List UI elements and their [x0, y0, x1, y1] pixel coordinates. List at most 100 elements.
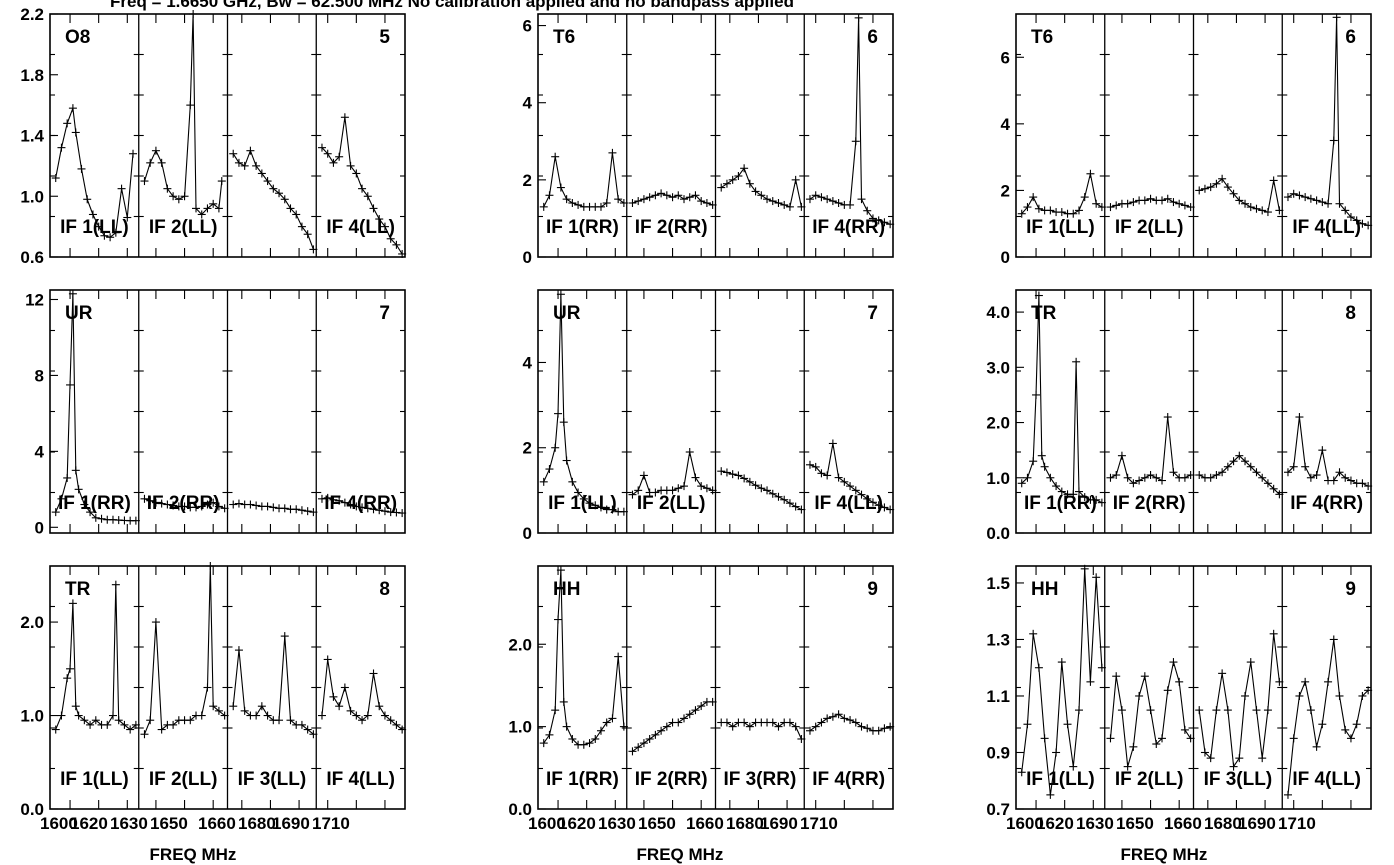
data-point: [57, 143, 66, 152]
data-point: [591, 734, 600, 743]
data-point: [86, 508, 95, 517]
y-tick-label: 0.6: [20, 248, 44, 267]
data-point: [1332, 13, 1341, 22]
data-point: [651, 488, 660, 497]
y-tick-label: 2.2: [20, 5, 44, 24]
if-label: IF 1(LL): [1026, 217, 1095, 238]
data-point: [163, 184, 172, 193]
data-point: [539, 202, 548, 211]
data-point: [1040, 462, 1049, 471]
if-label: IF 1(LL): [60, 217, 129, 238]
data-point: [1200, 184, 1209, 193]
data-point: [1289, 189, 1298, 198]
data-point: [117, 184, 126, 193]
data-point: [146, 496, 155, 505]
data-point: [751, 187, 760, 196]
data-point: [851, 137, 860, 146]
panel-2: 0 2 4 6 T6 6 IF 1(RR) IF 2(RR) IF 4(RR): [523, 13, 895, 267]
x-tick-label: 1680: [1204, 814, 1242, 833]
data-point: [828, 197, 837, 206]
if-label: IF 2(LL): [149, 769, 218, 790]
data-point: [1140, 196, 1149, 205]
data-point: [740, 474, 749, 483]
data-point: [146, 158, 155, 167]
data-point: [292, 505, 301, 514]
data-point: [246, 146, 255, 155]
data-point: [275, 716, 284, 725]
data-point: [1269, 484, 1278, 493]
data-point: [252, 501, 261, 510]
data-point: [88, 210, 97, 219]
data-point: [140, 494, 149, 503]
data-point: [1023, 720, 1032, 729]
data-point: [734, 471, 743, 480]
data-point: [651, 730, 660, 739]
data-point: [303, 507, 312, 516]
data-point: [1218, 669, 1227, 678]
x-tick-label: 1660: [198, 814, 236, 833]
data-point: [568, 199, 577, 207]
data-point: [1289, 734, 1298, 743]
data-point: [220, 504, 229, 513]
data-point: [1186, 734, 1195, 743]
data-point: [708, 697, 717, 706]
data-point: [1017, 209, 1026, 218]
data-point: [840, 714, 849, 723]
data-point: [263, 711, 272, 720]
y-tick-label: 0.9: [986, 743, 1010, 762]
data-point: [1229, 457, 1238, 466]
data-point: [596, 503, 605, 512]
data-point: [562, 195, 571, 204]
x-tick-label: 1660: [686, 814, 724, 833]
baseline-label: HH: [553, 579, 580, 600]
data-point: [545, 465, 554, 474]
data-point: [1017, 768, 1026, 777]
data-point: [1052, 748, 1061, 757]
y-tick-label: 4: [35, 442, 45, 461]
data-point: [1269, 176, 1278, 185]
data-point: [1252, 468, 1261, 477]
if-label: IF 2(LL): [1115, 217, 1184, 238]
data-point: [823, 195, 832, 204]
data-point: [358, 184, 367, 193]
data-point: [1175, 677, 1184, 686]
data-point: [857, 195, 866, 204]
data-point: [1318, 446, 1327, 455]
data-point: [556, 183, 565, 192]
data-point: [1057, 658, 1066, 667]
antenna-label: 8: [379, 579, 390, 600]
data-point: [77, 164, 86, 173]
data-point: [1318, 198, 1327, 207]
data-point: [602, 199, 611, 207]
data-point: [691, 473, 700, 482]
data-point: [668, 193, 677, 202]
data-point: [685, 193, 694, 202]
data-point: [874, 501, 883, 510]
antenna-label: 7: [867, 303, 878, 324]
x-tick-label: 1710: [1278, 814, 1316, 833]
data-point: [768, 718, 777, 727]
data-point: [1017, 479, 1026, 488]
data-point: [209, 702, 218, 711]
data-point: [680, 195, 689, 204]
if-label: IF 3(RR): [723, 769, 796, 790]
data-point: [317, 494, 326, 503]
data-point: [1241, 457, 1250, 466]
data-point: [1180, 201, 1189, 210]
data-point: [252, 161, 261, 170]
data-point: [1195, 471, 1204, 480]
data-point: [780, 495, 789, 504]
data-point: [602, 718, 611, 727]
data-point: [146, 716, 155, 725]
y-tick-label: 1.0: [508, 718, 532, 737]
if-label: IF 2(RR): [635, 769, 708, 790]
data-point: [309, 508, 318, 517]
x-tick-label: 1690: [1238, 814, 1276, 833]
series-line-if-4: [1287, 416, 1369, 487]
y-tick-label: 0: [523, 248, 532, 267]
data-point: [697, 197, 706, 206]
data-point: [1169, 198, 1178, 207]
data-point: [1112, 201, 1121, 210]
series-line-if-3: [1199, 177, 1280, 213]
data-point: [335, 496, 344, 505]
